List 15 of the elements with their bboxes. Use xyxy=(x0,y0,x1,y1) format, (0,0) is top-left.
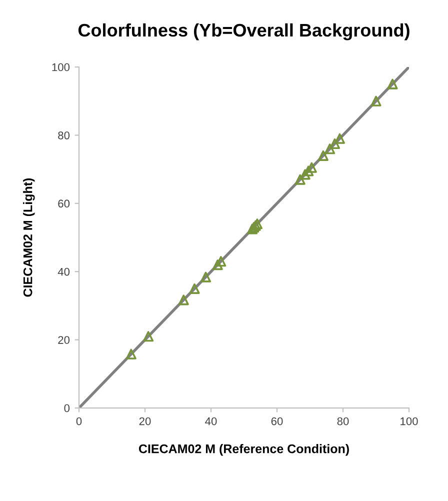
x-tick-label: 20 xyxy=(139,417,151,426)
y-tick-label: 0 xyxy=(64,404,70,412)
x-axis-title: CIECAM02 M (Reference Condition) xyxy=(138,444,349,456)
x-tick-label: 100 xyxy=(400,417,418,426)
y-tick-label: 100 xyxy=(52,63,70,72)
y-tick-label: 60 xyxy=(58,200,70,208)
y-axis-title: CIECAM02 M (Light) xyxy=(23,178,35,297)
x-tick-label: 0 xyxy=(76,417,82,426)
y-tick-label: 80 xyxy=(58,131,70,140)
x-tick-label: 80 xyxy=(337,417,349,426)
y-tick-label: 40 xyxy=(58,268,70,276)
x-tick-label: 40 xyxy=(205,417,217,426)
y-tick-label: 20 xyxy=(58,336,70,344)
x-tick-label: 60 xyxy=(271,417,283,426)
chart-title: Colorfulness (Yb=Overall Background) xyxy=(78,23,410,40)
